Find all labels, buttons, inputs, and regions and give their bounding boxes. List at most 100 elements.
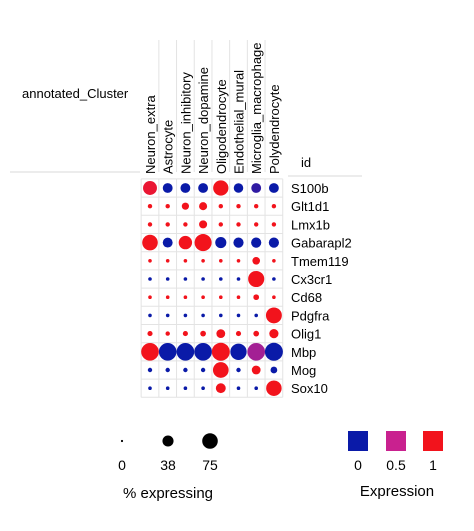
dot-Cd68-Neuron_extra [148,295,152,300]
cluster-label: Neuron_dopamine [196,67,211,174]
dot-Lmx1b-Astrocyte [165,222,170,227]
gene-label: Tmem119 [291,254,349,269]
dot-Mog-Endothelial_mural [236,367,241,373]
gene-label: Cx3cr1 [291,272,332,287]
dot-Olig1-Polydendrocyte [269,329,279,339]
row-annotation-label: annotated_Cluster [22,86,129,101]
dot-Olig1-Endothelial_mural [235,331,242,337]
dot-Pdgfra-Neuron_inhibitory [183,313,188,318]
dot-Glt1d1-Neuron_extra [147,204,153,209]
dot-Pdgfra-Oligodendrocyte [219,313,223,318]
size-legend-dot [162,435,174,447]
dot-Glt1d1-Polydendrocyte [271,204,277,209]
id-column-label: id [301,155,311,170]
dot-Cd68-Astrocyte [165,295,170,300]
cluster-label: Oligodendrocyte [214,79,229,174]
dot-Tmem119-Astrocyte [165,259,170,263]
dot-Mbp-Astrocyte [158,342,177,361]
dot-Cx3cr1-Neuron_extra [148,277,152,281]
dot-Glt1d1-Endothelial_mural [236,204,241,209]
dot-S100b-Neuron_extra [143,181,157,195]
color-legend-swatch [386,431,406,451]
dot-Lmx1b-Endothelial_mural [236,222,241,227]
dot-Pdgfra-Polydendrocyte [265,307,282,324]
dot-Cd68-Neuron_dopamine [201,295,205,300]
cluster-label: Microglia_macrophage [249,42,264,174]
dot-Mog-Astrocyte [165,367,170,373]
dot-Sox10-Neuron_inhibitory [183,386,188,391]
dot-Pdgfra-Microglia_macrophage [254,313,258,318]
dot-Pdgfra-Endothelial_mural [236,313,241,318]
dot-Glt1d1-Microglia_macrophage [254,204,259,209]
size-legend: 0 38 75 % expressing [118,433,218,502]
dot-Cx3cr1-Endothelial_mural [236,277,241,281]
dot-Cx3cr1-Astrocyte [165,277,170,281]
dot-Gabarapl2-Astrocyte [162,237,173,248]
dot-Sox10-Microglia_macrophage [254,386,258,391]
size-legend-dot [120,439,124,443]
size-legend-title: % expressing [123,485,213,502]
gene-label: Lmx1b [291,217,330,232]
gene-labels: S100b Glt1d1 Lmx1b Gabarapl2 Tmem119 Cx3cr1 Cd… [291,181,352,396]
dot-S100b-Astrocyte [162,183,173,193]
dot-Olig1-Microglia_macrophage [253,330,260,337]
cluster-label: Astrocyte [161,120,176,174]
color-legend: 0 0.5 1 Expression [348,431,443,500]
color-legend-swatch [348,431,368,451]
dot-Mbp-Oligodendrocyte [211,342,230,361]
dot-Glt1d1-Oligodendrocyte [218,204,223,209]
dot-Tmem119-Neuron_dopamine [201,259,205,263]
dot-Sox10-Endothelial_mural [236,386,241,391]
color-legend-label: 0.5 [386,457,406,473]
gene-label: Sox10 [291,381,328,396]
dot-Mog-Neuron_dopamine [200,367,206,373]
dot-Cd68-Microglia_macrophage [253,294,260,301]
dot-Sox10-Neuron_dopamine [201,386,205,391]
cluster-label: Neuron_inhibitory [178,72,193,174]
dot-Olig1-Neuron_inhibitory [182,331,188,337]
dot-Mog-Neuron_inhibitory [183,367,188,373]
dot-S100b-Neuron_dopamine [198,183,209,193]
size-legend-label: 75 [202,457,218,473]
dot-Olig1-Astrocyte [165,331,170,336]
gene-label: Pdgfra [291,308,330,323]
cluster-label: Neuron_extra [143,94,158,174]
dot-Mbp-Neuron_inhibitory [176,342,195,361]
dot-Pdgfra-Neuron_dopamine [201,313,205,318]
dot-Tmem119-Neuron_extra [148,259,152,263]
gene-label: Glt1d1 [291,199,329,214]
dot-Pdgfra-Neuron_extra [148,313,152,318]
dot-Tmem119-Endothelial_mural [236,259,241,263]
dot-Cd68-Polydendrocyte [272,295,276,300]
dot-Tmem119-Oligodendrocyte [219,259,223,263]
dot-Sox10-Oligodendrocyte [215,383,226,394]
color-legend-title: Expression [360,483,434,500]
dot-Olig1-Oligodendrocyte [216,329,226,339]
dot-Glt1d1-Neuron_inhibitory [181,202,189,210]
dot-Lmx1b-Oligodendrocyte [218,222,223,227]
dot-Lmx1b-Polydendrocyte [271,222,277,227]
dot-marks [141,180,283,396]
dot-Cd68-Oligodendrocyte [219,295,223,300]
dot-Mbp-Neuron_extra [141,342,159,361]
dot-Sox10-Neuron_extra [148,386,152,391]
dot-S100b-Polydendrocyte [268,183,279,193]
dot-S100b-Endothelial_mural [233,183,244,193]
dot-Cx3cr1-Neuron_dopamine [201,277,205,281]
dot-Gabarapl2-Oligodendrocyte [215,237,227,249]
dot-Cd68-Neuron_inhibitory [183,295,188,300]
dot-Glt1d1-Astrocyte [165,204,170,209]
size-legend-label: 38 [160,457,176,473]
dot-Mog-Microglia_macrophage [251,365,261,375]
dot-Tmem119-Microglia_macrophage [252,256,261,265]
size-legend-dot [202,433,218,449]
dot-Gabarapl2-Microglia_macrophage [251,237,262,248]
dot-Lmx1b-Microglia_macrophage [254,222,259,227]
gene-label: Olig1 [291,327,321,342]
color-legend-swatch [423,431,443,451]
dot-Gabarapl2-Neuron_inhibitory [178,235,193,250]
size-legend-label: 0 [118,457,126,473]
cluster-labels: Neuron_extra Astrocyte Neuron_inhibitory Ne… [143,40,282,174]
gene-label: Gabarapl2 [291,236,352,251]
